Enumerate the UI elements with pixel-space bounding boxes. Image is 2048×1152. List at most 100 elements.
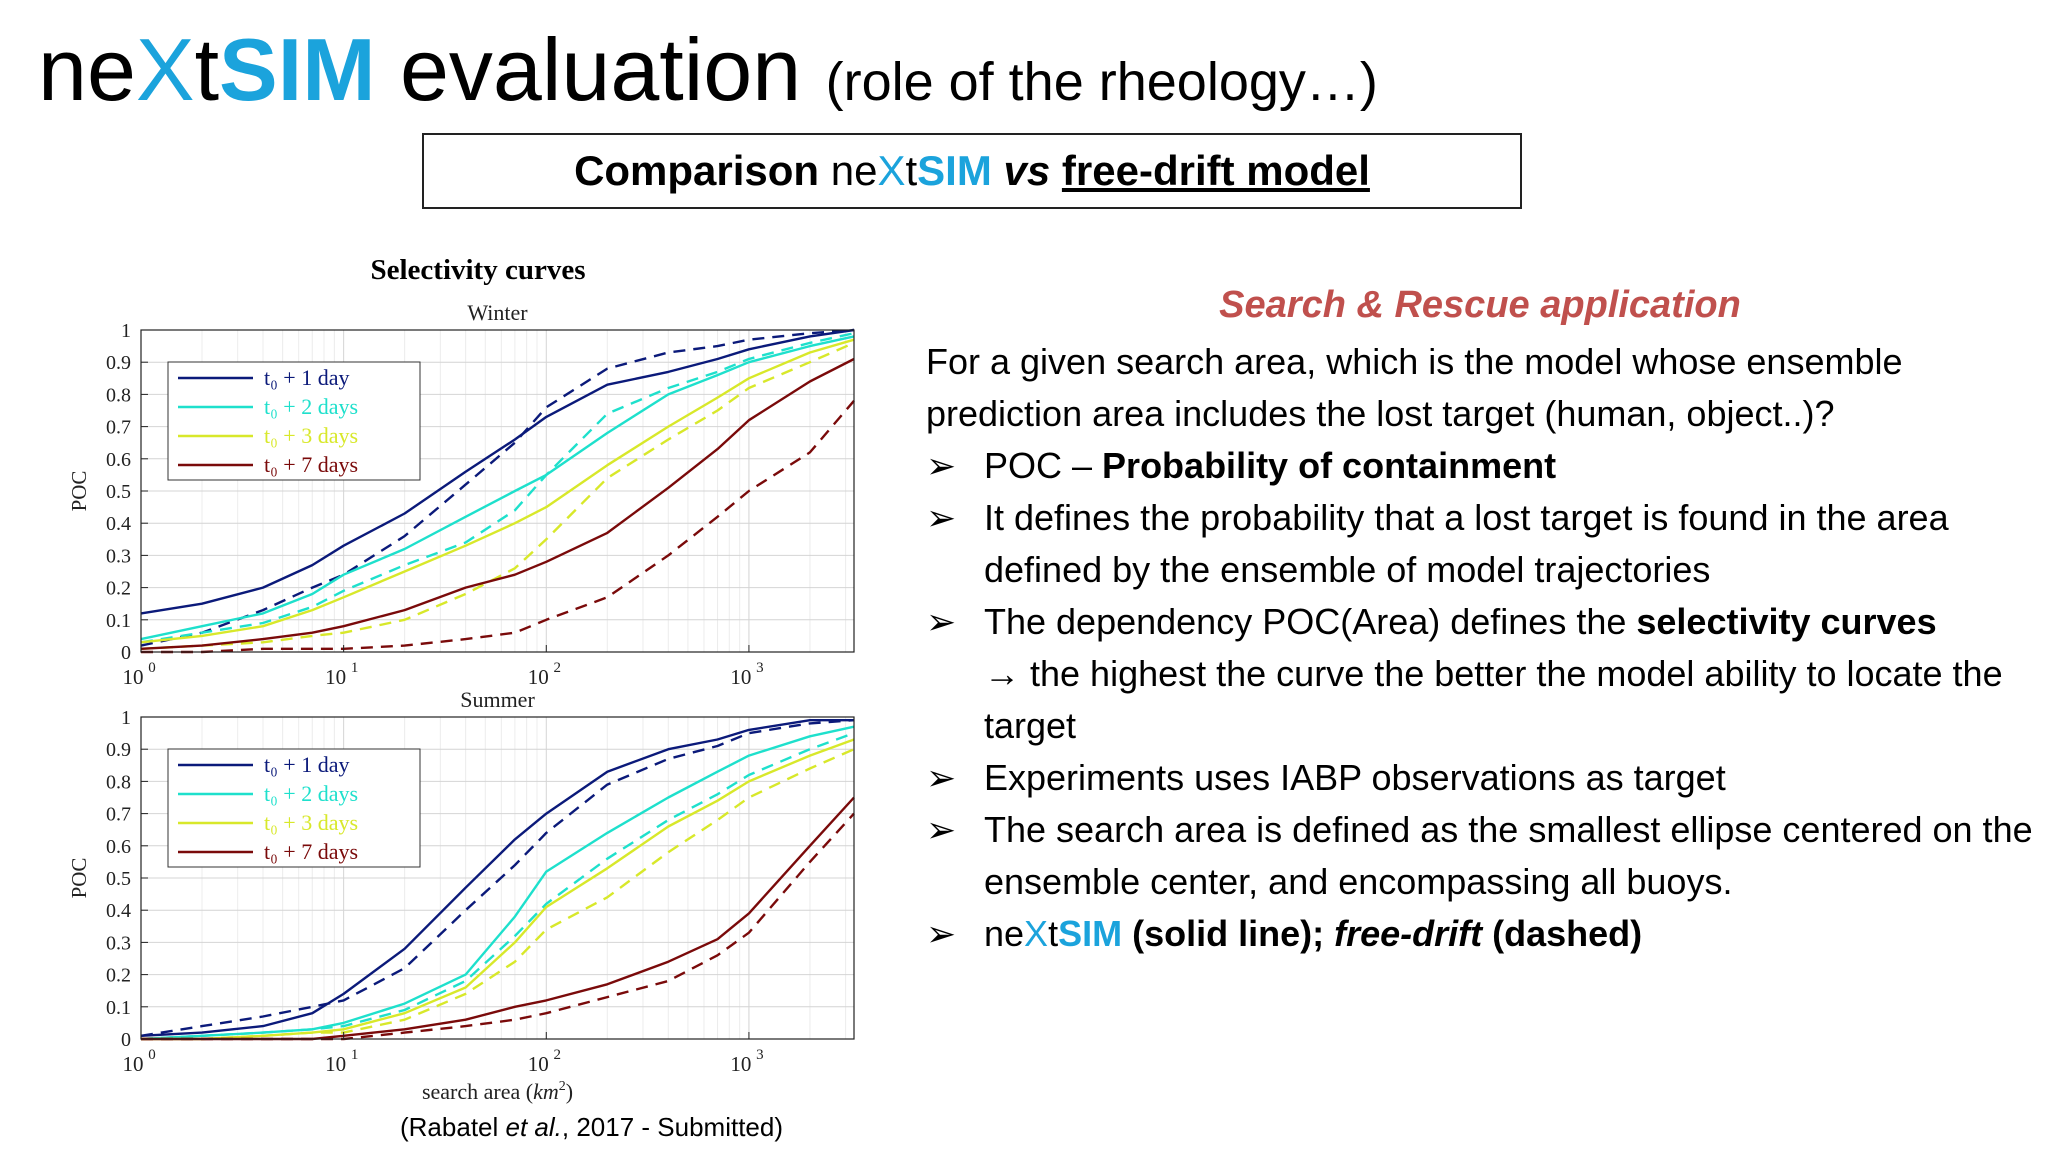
bullet-arrow-icon: ➢ [926, 601, 957, 642]
y-tick-label: 0.7 [106, 804, 131, 826]
y-axis-label: POC [67, 471, 91, 512]
legend-box [167, 748, 421, 868]
y-tick-label: 0.9 [106, 739, 131, 761]
panel-title: Summer [460, 687, 535, 712]
bullet-arrow-icon: ➢ [926, 913, 957, 954]
y-tick-label: 0.4 [106, 900, 131, 922]
comparison-box: Comparison neXtSIM vs free-drift model [422, 133, 1522, 209]
y-tick-label: 1 [121, 707, 131, 729]
note-t: t [1048, 913, 1059, 954]
panel-title: Winter [467, 300, 528, 325]
bullet-experiments: ➢ Experiments uses IABP observations as t… [926, 752, 2036, 804]
comparison-t: t [905, 147, 918, 194]
comparison-vs: vs [991, 147, 1062, 194]
y-tick-label: 1 [121, 320, 131, 342]
y-tick-label: 0.8 [106, 384, 131, 406]
legend-label-2: t₀ + 2 days [264, 781, 358, 806]
y-tick-label: 0.1 [106, 610, 131, 632]
x-tick-exponent: 0 [148, 1047, 156, 1063]
bullet-list: ➢ POC – Probability of containment ➢ It de… [926, 440, 2036, 960]
y-axis-label: POC [67, 858, 91, 899]
bullet-arrow-icon: ➢ [926, 757, 957, 798]
bullet-search-area-text: The search area is defined as the smalle… [984, 809, 2033, 902]
x-axis-label-unit-exponent: 2 [559, 1079, 566, 1094]
x-axis-label-unit: km [533, 1079, 559, 1104]
legend-label-3: t₀ + 3 days [264, 423, 358, 448]
x-tick-exponent: 1 [351, 660, 359, 676]
x-tick-label: 10 [123, 665, 144, 689]
title-subtitle: (role of the rheology…) [825, 52, 1378, 112]
y-tick-label: 0.2 [106, 578, 131, 600]
bullet-definition: ➢ It defines the probability that a lost … [926, 492, 2036, 596]
slide-title: neXtSIM evaluation (role of the rheology… [38, 14, 1378, 138]
citation-open: (Rabatel [400, 1112, 506, 1142]
bullet-dependency-bold: selectivity curves [1636, 601, 1937, 642]
y-tick-label: 0.2 [106, 965, 131, 987]
right-arrow-icon: → [984, 653, 1020, 694]
title-rest: evaluation [375, 20, 802, 119]
bullet-dependency: ➢ The dependency POC(Area) defines the se… [926, 596, 2036, 752]
legend-label-4: t₀ + 7 days [264, 452, 358, 477]
bullet-search-area: ➢ The search area is defined as the small… [926, 804, 2036, 908]
y-tick-label: 0.4 [106, 513, 131, 535]
comparison-pre: Comparison [574, 147, 831, 194]
comparison-model: free-drift model [1061, 147, 1370, 194]
bullet-arrow-icon: ➢ [926, 497, 957, 538]
x-tick-label: 10 [325, 1052, 346, 1076]
bullet-poc-bold: Probability of containment [1102, 445, 1557, 486]
series-line-solid-2 [140, 335, 855, 641]
bullet-definition-text: It defines the probability that a lost t… [984, 497, 1949, 590]
x-tick-exponent: 1 [351, 1047, 359, 1063]
note-solid: (solid line); [1122, 913, 1335, 954]
y-tick-label: 0.1 [106, 997, 131, 1019]
series-line-dashed-2 [140, 332, 855, 644]
x-tick-label: 10 [123, 1052, 144, 1076]
y-tick-label: 0.9 [106, 352, 131, 374]
bullet-arrow-icon: ➢ [926, 809, 957, 850]
x-tick-label: 10 [325, 665, 346, 689]
comparison-sim: SIM [917, 147, 992, 194]
series-line-dashed-1 [140, 719, 855, 1037]
y-tick-label: 0 [121, 642, 131, 664]
x-tick-exponent: 3 [756, 1047, 764, 1063]
bullet-dependency-pre: The dependency POC(Area) defines the [984, 601, 1637, 642]
note-free-drift: free-drift [1334, 913, 1483, 954]
note-sim: SIM [1058, 913, 1123, 954]
bullet-poc-pre: POC – [984, 445, 1103, 486]
x-tick-label: 10 [730, 1052, 751, 1076]
series-line-dashed-2 [140, 731, 855, 1041]
comparison-ne: ne [830, 147, 878, 194]
bullet-arrow-icon: ➢ [926, 445, 957, 486]
series-line-dashed-1 [140, 328, 855, 647]
x-tick-exponent: 2 [554, 1047, 562, 1063]
x-axis-label-close: ) [566, 1079, 573, 1104]
x-tick-label: 10 [730, 665, 751, 689]
series-line-solid-1 [140, 719, 854, 1037]
y-tick-label: 0.5 [106, 868, 131, 890]
comparison-x: X [877, 147, 906, 194]
y-tick-label: 0.3 [106, 932, 131, 954]
bullet-legend-note: ➢ neXtSIM (solid line); free-drift (dashe… [926, 908, 2036, 960]
x-axis-label-text: search area ( [422, 1079, 533, 1104]
y-tick-label: 0.7 [106, 417, 131, 439]
series-line-solid-3 [140, 338, 855, 644]
figure-title: Selectivity curves [370, 254, 586, 286]
legend-label-2: t₀ + 2 days [264, 394, 358, 419]
intro-paragraph: For a given search area, which is the mo… [926, 341, 1903, 434]
y-tick-label: 0 [121, 1029, 131, 1051]
series-line-solid-3 [141, 738, 855, 1041]
sar-heading: Search & Rescue application [1219, 284, 1741, 326]
series-line-dashed-3 [141, 748, 855, 1041]
x-tick-label: 10 [528, 665, 549, 689]
legend-box [167, 361, 421, 481]
x-axis-label: search area (km2) [422, 1079, 573, 1104]
citation-rest: , 2017 - Submitted) [561, 1112, 783, 1142]
x-tick-exponent: 2 [554, 660, 562, 676]
bullet-experiments-text: Experiments uses IABP observations as ta… [984, 757, 1726, 798]
title-ne: ne [38, 20, 136, 119]
citation-etal: et al. [505, 1112, 562, 1142]
legend-label-4: t₀ + 7 days [264, 839, 358, 864]
note-ne: ne [984, 913, 1025, 954]
